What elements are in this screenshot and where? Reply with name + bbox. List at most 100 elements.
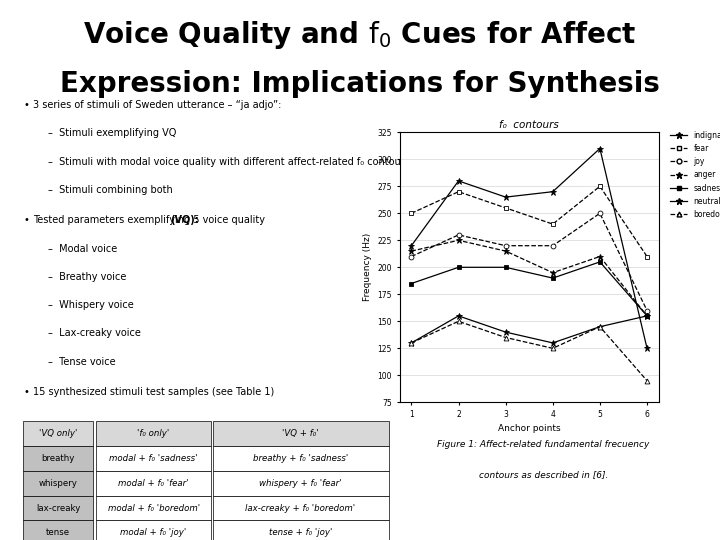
FancyBboxPatch shape [96,446,211,471]
FancyBboxPatch shape [96,421,211,446]
sadness [454,264,463,271]
Text: contours as described in [6].: contours as described in [6]. [479,470,608,480]
Text: (VQ):: (VQ): [170,215,199,225]
joy [595,210,604,217]
indignation [501,194,510,200]
Text: 'VQ only': 'VQ only' [39,429,77,438]
Text: 'f₀ only': 'f₀ only' [138,429,170,438]
Text: Voice Quality and $\mathrm{f_0}$ Cues for Affect: Voice Quality and $\mathrm{f_0}$ Cues fo… [84,19,636,51]
Text: modal + f₀ 'sadness': modal + f₀ 'sadness' [109,454,198,463]
FancyBboxPatch shape [24,421,93,446]
sadness [501,264,510,271]
Line: anger: anger [408,237,650,319]
anger [501,248,510,254]
Title: f₀  contours: f₀ contours [500,120,559,130]
sadness [595,259,604,265]
Text: 3 series of stimuli of Sweden utterance – “ja adjo”:: 3 series of stimuli of Sweden utterance … [33,100,282,110]
FancyBboxPatch shape [24,521,93,540]
Text: –  Whispery voice: – Whispery voice [48,300,133,310]
anger [595,253,604,260]
Text: tense + f₀ 'joy': tense + f₀ 'joy' [269,529,332,537]
Text: –  Stimuli exemplifying VQ: – Stimuli exemplifying VQ [48,129,176,138]
Line: boredom: boredom [409,319,649,383]
fear [643,253,652,260]
Text: lax-creaky: lax-creaky [36,503,81,512]
Text: whispery + f₀ 'fear': whispery + f₀ 'fear' [259,478,342,488]
Text: Expression: Implications for Synthesis: Expression: Implications for Synthesis [60,70,660,98]
anger [643,313,652,319]
neutral [501,329,510,335]
FancyBboxPatch shape [24,446,93,471]
Legend: indignation, fear, joy, anger, sadness, neutral, boredom: indignation, fear, joy, anger, sadness, … [670,131,720,219]
FancyBboxPatch shape [212,471,389,496]
anger [549,269,557,276]
fear [454,188,463,195]
Text: –  Stimuli with modal voice quality with different affect-related f₀ contours: – Stimuli with modal voice quality with … [48,157,410,167]
joy [454,232,463,238]
Text: modal + f₀ 'boredom': modal + f₀ 'boredom' [107,503,199,512]
indignation [643,345,652,352]
Line: sadness: sadness [409,259,649,319]
neutral [407,340,415,346]
Text: –  Breathy voice: – Breathy voice [48,272,126,282]
Text: Tested parameters exemplifying 5 voice quality: Tested parameters exemplifying 5 voice q… [33,215,268,225]
joy [501,242,510,249]
Text: –  Tense voice: – Tense voice [48,356,115,367]
X-axis label: Anchor points: Anchor points [498,424,560,434]
sadness [549,275,557,281]
Line: neutral: neutral [408,313,650,346]
Text: tense: tense [46,529,70,537]
Text: –  Modal voice: – Modal voice [48,244,117,254]
anger [454,237,463,244]
Text: •: • [24,387,30,397]
FancyBboxPatch shape [96,471,211,496]
FancyBboxPatch shape [24,471,93,496]
FancyBboxPatch shape [212,446,389,471]
neutral [643,313,652,319]
Text: Figure 1: Affect-related fundamental frecuency: Figure 1: Affect-related fundamental fre… [438,440,649,449]
Text: breathy + f₀ 'sadness': breathy + f₀ 'sadness' [253,454,348,463]
Text: lax-creaky + f₀ 'boredom': lax-creaky + f₀ 'boredom' [246,503,356,512]
neutral [549,340,557,346]
neutral [595,323,604,330]
indignation [407,242,415,249]
Y-axis label: Frequency (Hz): Frequency (Hz) [363,233,372,301]
boredom [454,318,463,325]
Text: modal + f₀ 'joy': modal + f₀ 'joy' [120,529,186,537]
indignation [549,188,557,195]
Text: modal + f₀ 'fear': modal + f₀ 'fear' [118,478,189,488]
Line: fear: fear [409,184,649,259]
Text: –  Stimuli combining both: – Stimuli combining both [48,185,173,195]
Line: indignation: indignation [408,145,650,352]
joy [549,242,557,249]
Text: –  Lax-creaky voice: – Lax-creaky voice [48,328,140,339]
fear [549,221,557,227]
FancyBboxPatch shape [212,421,389,446]
boredom [407,340,415,346]
fear [501,205,510,211]
Line: joy: joy [409,211,649,313]
Text: breathy: breathy [42,454,75,463]
boredom [549,345,557,352]
Text: •: • [24,100,30,110]
sadness [643,313,652,319]
joy [643,307,652,314]
fear [595,183,604,190]
Text: whispery: whispery [39,478,78,488]
FancyBboxPatch shape [24,496,93,521]
indignation [595,145,604,152]
indignation [454,178,463,184]
fear [407,210,415,217]
boredom [643,377,652,384]
boredom [501,334,510,341]
FancyBboxPatch shape [96,521,211,540]
anger [407,248,415,254]
FancyBboxPatch shape [212,496,389,521]
FancyBboxPatch shape [212,521,389,540]
boredom [595,323,604,330]
FancyBboxPatch shape [96,496,211,521]
sadness [407,280,415,287]
Text: 15 synthesized stimuli test samples (see Table 1): 15 synthesized stimuli test samples (see… [33,387,274,397]
Text: 'VQ + f₀': 'VQ + f₀' [282,429,319,438]
joy [407,253,415,260]
